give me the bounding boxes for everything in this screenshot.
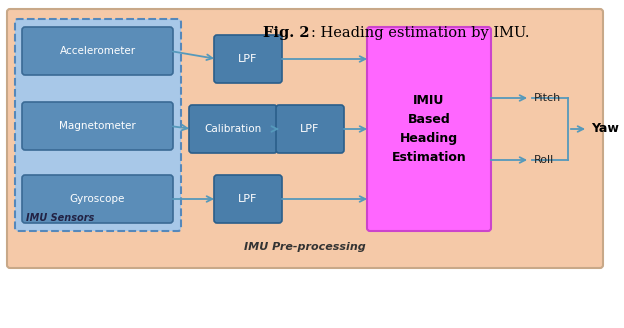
FancyBboxPatch shape bbox=[214, 35, 282, 83]
Text: Fig. 2: Fig. 2 bbox=[263, 26, 310, 40]
Text: LPF: LPF bbox=[238, 194, 258, 204]
Text: Calibration: Calibration bbox=[205, 124, 261, 134]
Text: LPF: LPF bbox=[300, 124, 319, 134]
FancyBboxPatch shape bbox=[22, 27, 173, 75]
Text: IMIU
Based
Heading
Estimation: IMIU Based Heading Estimation bbox=[392, 94, 466, 164]
FancyBboxPatch shape bbox=[276, 105, 344, 153]
FancyBboxPatch shape bbox=[367, 27, 491, 231]
Text: IMU Sensors: IMU Sensors bbox=[26, 213, 94, 223]
Text: IMU Pre-processing: IMU Pre-processing bbox=[244, 242, 366, 252]
Text: Yaw: Yaw bbox=[591, 122, 619, 135]
FancyBboxPatch shape bbox=[214, 175, 282, 223]
FancyBboxPatch shape bbox=[7, 9, 603, 268]
FancyBboxPatch shape bbox=[22, 102, 173, 150]
Text: Pitch: Pitch bbox=[534, 93, 561, 103]
Text: LPF: LPF bbox=[238, 54, 258, 64]
FancyBboxPatch shape bbox=[189, 105, 277, 153]
Text: Accelerometer: Accelerometer bbox=[59, 46, 135, 56]
FancyBboxPatch shape bbox=[22, 175, 173, 223]
Text: Gyroscope: Gyroscope bbox=[70, 194, 125, 204]
Text: Roll: Roll bbox=[534, 155, 554, 165]
Text: Magnetometer: Magnetometer bbox=[59, 121, 136, 131]
FancyBboxPatch shape bbox=[15, 19, 181, 231]
Text: : Heading estimation by IMU.: : Heading estimation by IMU. bbox=[311, 26, 530, 40]
